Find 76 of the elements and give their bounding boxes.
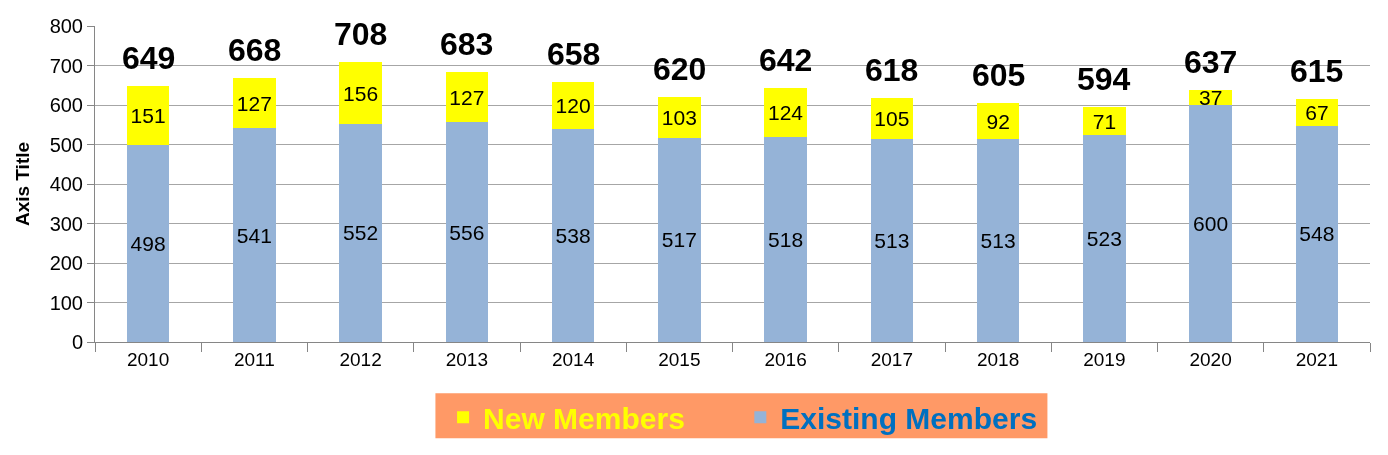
bar [551,129,595,342]
legend-label: Existing Members [780,401,1038,435]
x-tick-label: 2015 [658,348,701,370]
x-tick-label: 2019 [1083,348,1126,370]
data-label: 120 [555,94,591,118]
total-label: 594 [1077,61,1131,97]
bar [339,123,382,342]
bar [764,137,807,342]
data-label: 127 [236,91,272,115]
x-tick-label: 2011 [233,348,275,370]
y-tick-label: 200 [49,252,83,274]
y-tick-label: 500 [49,133,83,156]
data-label: 552 [343,221,379,245]
bar [976,139,1020,342]
total-label: 615 [1290,53,1344,89]
data-label: 538 [555,224,591,248]
total-label: 649 [122,40,176,76]
total-label: 605 [972,57,1026,93]
x-tick-label: 2010 [126,348,170,370]
total-label: 637 [1184,44,1238,80]
data-label: 124 [767,101,804,125]
total-label: 642 [759,42,813,78]
total-label: 658 [547,36,601,72]
bar [1295,125,1339,342]
x-tick-label: 2021 [1295,348,1339,370]
y-tick-label: 700 [49,54,83,77]
data-label: 92 [986,109,1010,133]
y-tick-label: 0 [71,331,83,353]
total-label: 683 [440,26,494,62]
x-tick-label: 2018 [976,348,1020,370]
data-label: 513 [874,229,910,253]
x-tick-label: 2012 [339,348,382,370]
data-label: 151 [130,103,166,127]
data-label: 37 [1198,86,1223,110]
y-tick-label: 400 [49,173,83,195]
bar [658,137,701,342]
y-tick-label: 100 [49,291,83,314]
total-label: 618 [865,52,919,88]
data-label: 517 [661,228,697,252]
y-tick-label: 300 [49,212,83,235]
x-tick-label: 2013 [445,348,489,370]
bar [1189,105,1232,342]
x-tick-label: 2014 [551,348,595,370]
total-label: 668 [228,32,282,68]
bar [126,145,170,342]
x-tick-label: 2020 [1189,348,1232,370]
data-label: 67 [1305,100,1329,124]
y-axis-title: Axis Title [12,141,34,227]
legend-label: New Members [483,401,685,435]
bar [339,62,382,124]
y-tick-label: 600 [49,94,83,116]
data-label: 103 [661,105,697,129]
bar [764,88,807,138]
x-tick-label: 2017 [870,348,914,370]
total-label: 708 [334,16,388,52]
data-label: 548 [1299,222,1335,246]
data-label: 556 [449,220,485,244]
bar [233,128,276,342]
data-label: 600 [1193,212,1229,235]
data-label: 105 [874,107,910,131]
y-tick-label: 800 [49,15,83,37]
bar [1083,135,1126,342]
data-label: 523 [1086,227,1122,251]
bar [233,78,276,129]
x-tick-label: 2016 [764,348,807,370]
data-label: 156 [343,81,379,105]
data-label: 71 [1092,109,1117,133]
bar [445,122,489,342]
bar [870,139,914,342]
data-label: 127 [449,85,485,109]
data-label: 541 [236,223,272,247]
data-label: 518 [768,228,804,252]
data-label: 513 [980,229,1016,253]
bar [1083,107,1126,136]
total-label: 620 [653,51,707,87]
data-label: 498 [130,232,166,256]
